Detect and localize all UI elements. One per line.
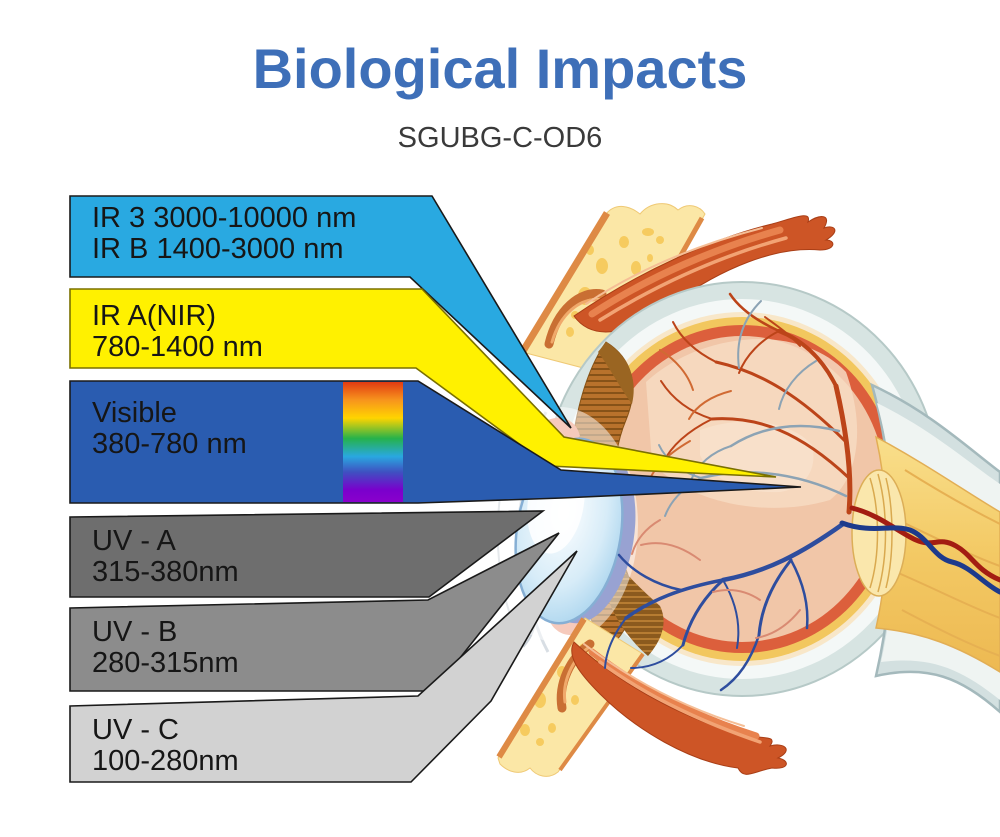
band-label-uv-c: UV - C 100-280nm: [92, 715, 239, 777]
superior-muscle: [573, 215, 836, 333]
band-label-line: IR B 1400-3000 nm: [92, 233, 344, 265]
wavelength-bands: [69, 195, 802, 783]
band-uv-c: [69, 550, 578, 783]
band-uv-a: [69, 510, 546, 598]
band-label-line: 315-380nm: [92, 556, 239, 588]
optic-disc: [851, 469, 907, 597]
band-label-line: 380-780 nm: [92, 428, 247, 460]
central-vein: [839, 520, 1000, 595]
band-label-line: UV - A: [92, 525, 176, 557]
retina-vessels: [604, 292, 1000, 692]
band-label-line: IR 3 3000-10000 nm: [92, 202, 357, 234]
band-ir-b: [69, 195, 572, 429]
band-ir-a: [69, 288, 777, 478]
page-title: Biological Impacts: [252, 37, 748, 100]
inferior-muscle: [571, 641, 787, 775]
band-label-line: 780-1400 nm: [92, 331, 263, 363]
band-label-line: UV - C: [92, 714, 179, 746]
band-label-line: Visible: [92, 397, 177, 429]
visible-spectrum-strip: [343, 382, 403, 502]
band-label-line: UV - B: [92, 616, 178, 648]
band-label-line: 100-280nm: [92, 745, 239, 777]
band-label-ir-a: IR A(NIR) 780-1400 nm: [92, 301, 263, 363]
band-label-line: IR A(NIR): [92, 300, 217, 332]
trochlea-hook-bottom: [556, 639, 595, 713]
central-artery: [849, 505, 1000, 583]
band-label-visible: Visible 380-780 nm: [92, 398, 247, 460]
band-visible: [69, 380, 802, 504]
trochlea-hook-top: [544, 289, 607, 349]
band-label-uv-b: UV - B 280-315nm: [92, 617, 239, 679]
band-label-line: 280-315nm: [92, 647, 239, 679]
band-label-uv-a: UV - A 315-380nm: [92, 526, 239, 588]
page-subtitle: SGUBG-C-OD6: [397, 122, 603, 154]
band-label-ir-b: IR 3 3000-10000 nm IR B 1400-3000 nm: [92, 203, 356, 265]
